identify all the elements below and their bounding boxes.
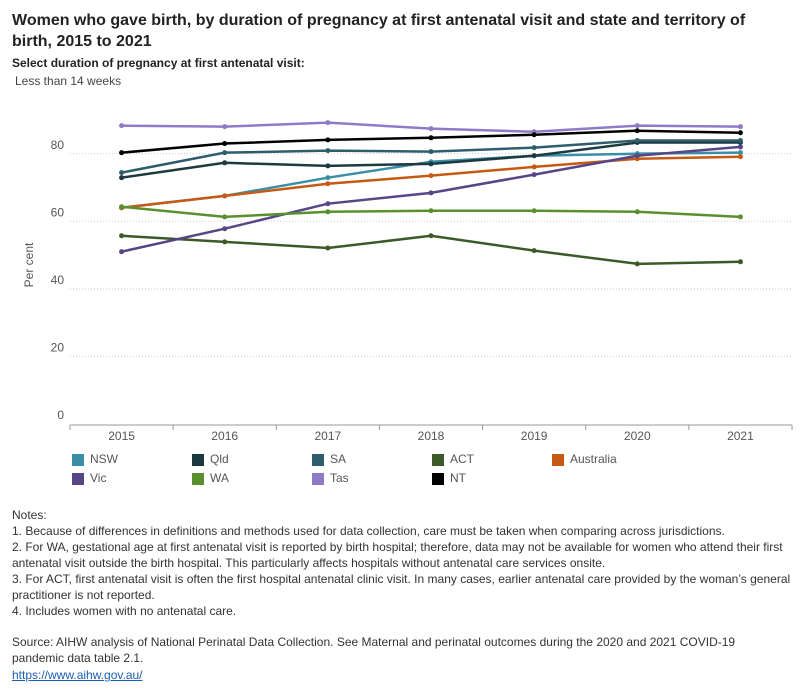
legend-label: ACT <box>450 452 475 466</box>
point <box>119 150 125 156</box>
legend-swatch <box>552 454 564 466</box>
point <box>531 172 537 178</box>
point <box>531 145 537 151</box>
x-tick-label: 2017 <box>315 429 342 443</box>
point <box>325 209 331 215</box>
point <box>737 214 743 220</box>
point <box>119 175 125 181</box>
point <box>325 175 331 181</box>
note: 4. Includes women with no antenatal care… <box>12 604 237 618</box>
x-tick-label: 2015 <box>108 429 135 443</box>
source: Source: AIHW analysis of National Perina… <box>12 635 736 665</box>
legend-swatch <box>72 473 84 485</box>
link[interactable]: https://www.aihw.gov.au/ <box>12 668 143 682</box>
legend-swatch <box>432 454 444 466</box>
notes: Notes: 1. Because of differences in defin… <box>12 507 792 619</box>
x-tick-label: 2020 <box>624 429 651 443</box>
point <box>222 214 228 220</box>
point <box>737 138 743 144</box>
point <box>325 163 331 169</box>
legend-label: WA <box>210 471 229 485</box>
point <box>737 259 743 265</box>
y-tick-label: 40 <box>51 273 65 287</box>
point <box>119 123 125 129</box>
x-tick-label: 2016 <box>211 429 238 443</box>
y-tick-label: 20 <box>51 341 65 355</box>
filter-label: Select duration of pregnancy at first an… <box>12 56 305 70</box>
point <box>737 124 743 130</box>
legend-label: Vic <box>90 471 106 485</box>
point <box>222 124 228 130</box>
point <box>531 208 537 214</box>
point <box>222 150 228 156</box>
x-tick-label: 2018 <box>418 429 445 443</box>
legend-label: NSW <box>90 452 119 466</box>
legend-swatch <box>432 473 444 485</box>
legend-swatch <box>192 454 204 466</box>
point <box>634 261 640 267</box>
y-tick-label: 80 <box>51 138 65 152</box>
point <box>325 137 331 143</box>
point <box>531 164 537 170</box>
point <box>119 170 125 176</box>
point <box>531 153 537 159</box>
point <box>531 132 537 138</box>
note: 3. For ACT, first antenatal visit is oft… <box>12 572 791 602</box>
point <box>222 193 228 199</box>
series-line <box>121 234 741 266</box>
point <box>222 160 228 166</box>
point <box>428 173 434 179</box>
point <box>428 126 434 132</box>
point <box>222 239 228 245</box>
filter-value[interactable]: Less than 14 weeks <box>15 74 122 88</box>
x-tick-label: 2019 <box>521 429 548 443</box>
point <box>634 128 640 134</box>
point <box>325 148 331 154</box>
point <box>325 201 331 207</box>
chart: 0 20 40 60 80 Per cent 2015 2016 2017 2018 2019 202… <box>22 120 793 485</box>
x-tick-label: 2021 <box>727 429 754 443</box>
note: 1. Because of differences in definitions… <box>12 524 725 538</box>
note: 2. For WA, gestational age at first ante… <box>12 540 783 570</box>
y-axis-label: Per cent <box>22 242 36 287</box>
legend-label: Qld <box>210 452 229 466</box>
point <box>428 233 434 239</box>
point <box>325 120 331 126</box>
point <box>428 190 434 196</box>
legend-label: NT <box>450 471 467 485</box>
point <box>737 150 743 156</box>
chart-title: Women who gave birth, by duration of pre… <box>12 12 746 50</box>
legend-label: Australia <box>570 452 617 466</box>
legend-swatch <box>72 454 84 466</box>
point <box>428 208 434 214</box>
point <box>634 153 640 159</box>
point <box>119 204 125 210</box>
point <box>737 154 743 160</box>
point <box>634 138 640 144</box>
point <box>119 249 125 255</box>
y-tick-label: 60 <box>51 205 65 219</box>
point <box>634 209 640 215</box>
point <box>222 141 228 147</box>
point <box>325 245 331 251</box>
legend-label: Tas <box>330 471 349 485</box>
point <box>634 123 640 129</box>
point <box>428 161 434 167</box>
notes-title: Notes: <box>12 508 47 522</box>
point <box>428 135 434 141</box>
legend-swatch <box>312 454 324 466</box>
legend-swatch <box>312 473 324 485</box>
point <box>222 226 228 232</box>
point <box>737 130 743 136</box>
legend-swatch <box>192 473 204 485</box>
point <box>119 233 125 239</box>
y-tick-label: 0 <box>57 408 64 422</box>
point <box>737 144 743 150</box>
point <box>428 149 434 155</box>
point <box>325 181 331 187</box>
legend-label: SA <box>330 452 346 466</box>
point <box>531 248 537 254</box>
